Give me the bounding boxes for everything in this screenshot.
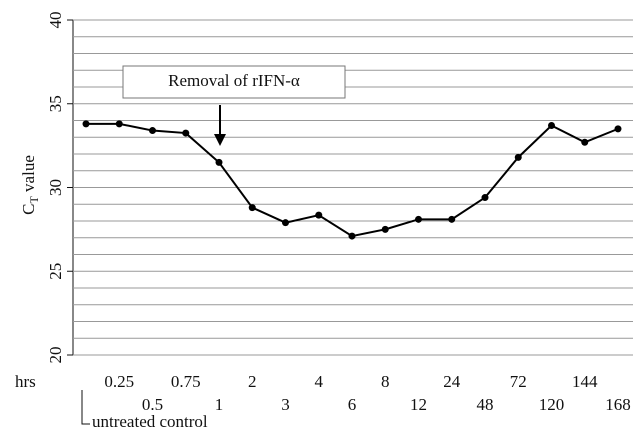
x-tick-label: 6 — [348, 395, 357, 414]
data-point — [514, 153, 522, 161]
data-point — [315, 211, 323, 219]
data-point — [182, 129, 190, 137]
annotation-box — [122, 65, 346, 99]
x-tick-label: 2 — [248, 372, 257, 391]
data-point — [448, 215, 456, 223]
x-tick-label: 48 — [477, 395, 494, 414]
data-point — [149, 127, 156, 135]
arrow-head — [214, 134, 226, 146]
data-point — [415, 215, 422, 223]
x-tick-label: 1 — [215, 395, 224, 414]
x-tick-label: untreated control — [92, 412, 208, 431]
x-unit-label: hrs — [15, 372, 36, 391]
y-label-sub: T — [27, 196, 41, 204]
x-tick-label: 144 — [572, 372, 598, 391]
x-tick-label: 72 — [510, 372, 527, 391]
control-bracket — [81, 390, 90, 425]
y-tick-label: 35 — [46, 95, 65, 112]
x-tick-label: 168 — [605, 395, 631, 414]
y-tick-label: 30 — [46, 179, 65, 196]
data-point — [614, 125, 622, 133]
x-tick-label: 4 — [315, 372, 324, 391]
data-point — [82, 120, 90, 128]
x-tick-label: 12 — [410, 395, 427, 414]
y-tick-label: 25 — [46, 263, 65, 280]
x-tick-label: 8 — [381, 372, 390, 391]
y-tick-label: 40 — [46, 12, 65, 29]
x-tick-label: 3 — [281, 395, 290, 414]
data-point — [548, 122, 555, 130]
y-axis-label: CT value — [19, 155, 41, 215]
x-tick-label: 24 — [443, 372, 461, 391]
data-point — [381, 225, 389, 233]
data-point — [348, 232, 356, 240]
data-point — [115, 120, 123, 128]
y-label-main: C — [19, 204, 38, 215]
x-tick-label: 0.5 — [142, 395, 163, 414]
y-tick-label: 20 — [46, 347, 65, 364]
x-tick-label: 0.75 — [171, 372, 201, 391]
y-label-rest: value — [19, 155, 38, 196]
data-point — [581, 138, 589, 146]
data-point — [215, 158, 223, 166]
data-line — [86, 122, 619, 238]
data-point — [282, 219, 289, 227]
annotation: Removal of rIFN-α — [168, 71, 300, 90]
x-tick-label: 120 — [539, 395, 565, 414]
data-point — [481, 194, 489, 202]
data-point — [248, 204, 256, 212]
x-tick-label: 0.25 — [104, 372, 134, 391]
